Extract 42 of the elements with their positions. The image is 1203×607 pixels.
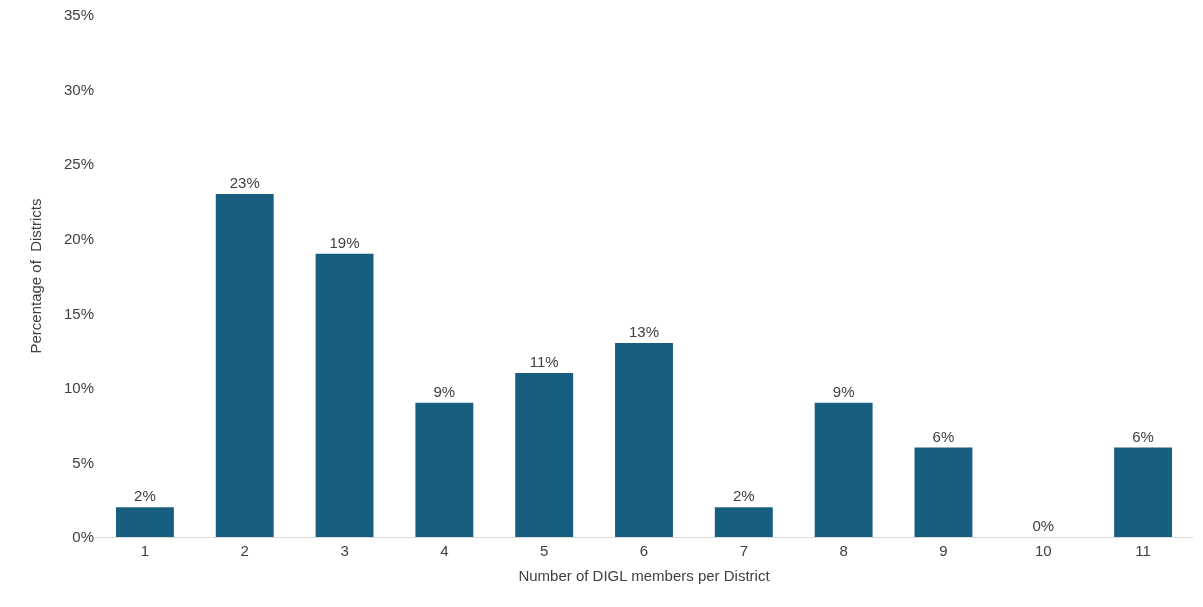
y-tick-label: 10%	[63, 379, 94, 397]
data-label: 6%	[1132, 427, 1154, 445]
data-label: 0%	[1032, 517, 1055, 534]
data-label: 9%	[832, 382, 855, 400]
data-label: 2%	[134, 487, 156, 505]
data-label: 19%	[329, 233, 360, 251]
x-tick-label: 5	[540, 542, 549, 559]
x-tick-label: 1	[140, 542, 150, 559]
x-tick-label: 7	[739, 542, 748, 559]
y-tick-label: 15%	[63, 304, 94, 322]
data-label: 11%	[529, 352, 559, 370]
bar	[215, 193, 274, 537]
x-tick-label: 11	[1135, 542, 1151, 559]
y-tick-label: 25%	[63, 155, 94, 173]
bar	[115, 507, 174, 537]
y-axis-title: Percentage of Districts	[27, 198, 45, 354]
bar	[315, 253, 374, 537]
bar	[914, 447, 973, 537]
bar	[714, 507, 773, 537]
x-tick-label: 3	[340, 542, 349, 559]
bar	[615, 343, 673, 537]
y-tick-label: 30%	[63, 80, 94, 98]
x-tick-label: 6	[639, 542, 649, 559]
x-tick-label: 10	[1034, 542, 1052, 559]
data-label: 13%	[628, 323, 660, 341]
y-tick-label: 35%	[63, 6, 94, 24]
bar	[515, 372, 574, 537]
bar	[1114, 447, 1173, 537]
x-tick-label: 9	[939, 542, 948, 559]
bar	[415, 402, 474, 537]
y-tick-label: 0%	[72, 528, 94, 546]
bar	[814, 402, 873, 537]
x-axis-title: Number of DIGL members per District	[518, 567, 771, 584]
x-tick-label: 8	[839, 542, 848, 559]
y-tick-label: 5%	[72, 453, 94, 471]
data-label: 9%	[433, 382, 456, 400]
y-tick-label: 20%	[63, 229, 94, 247]
x-tick-label: 4	[440, 542, 449, 559]
x-tick-label: 2	[240, 542, 249, 559]
data-label: 2%	[732, 487, 755, 505]
data-label: 23%	[229, 173, 260, 191]
data-label: 6%	[932, 427, 955, 445]
